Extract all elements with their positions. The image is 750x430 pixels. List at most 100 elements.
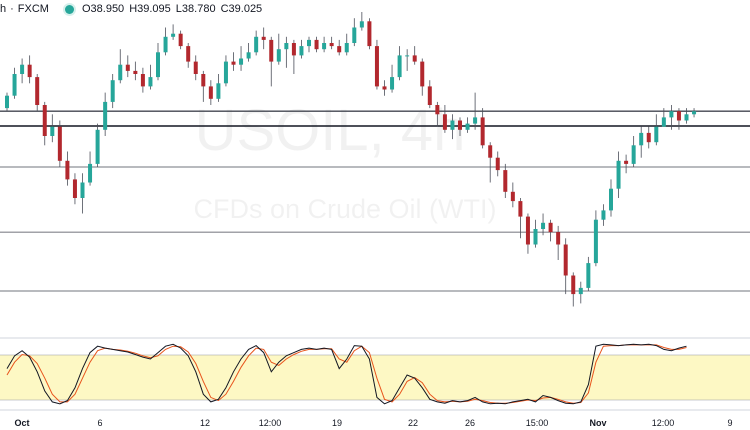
candle bbox=[435, 101, 440, 127]
candle-body bbox=[578, 287, 583, 295]
candle bbox=[586, 256, 591, 291]
candle bbox=[193, 55, 198, 81]
candle-body bbox=[186, 46, 191, 62]
candle bbox=[291, 39, 296, 74]
candle bbox=[533, 219, 538, 248]
candle-body bbox=[269, 39, 274, 62]
candle-body bbox=[156, 52, 160, 78]
low-value: L38.780 bbox=[175, 3, 216, 15]
candle bbox=[201, 70, 206, 102]
candle bbox=[110, 74, 115, 109]
time-axis[interactable]: Oct 6 12 12:00 19 22 26 15:00 Nov 12:00 9 bbox=[14, 418, 732, 428]
candle bbox=[27, 55, 32, 84]
candle-body bbox=[291, 43, 296, 56]
candle bbox=[261, 27, 266, 50]
candle bbox=[239, 46, 244, 71]
candle-body bbox=[646, 132, 651, 143]
candle-body bbox=[639, 132, 644, 146]
candle-body bbox=[261, 36, 266, 40]
candle bbox=[20, 58, 25, 84]
candle bbox=[178, 30, 183, 50]
time-axis-label: 26 bbox=[465, 418, 475, 428]
symbol-name-partial: h bbox=[0, 3, 7, 15]
candle-body bbox=[593, 219, 598, 264]
candle-body bbox=[65, 160, 70, 180]
time-axis-label: 6 bbox=[97, 418, 102, 428]
candle-body bbox=[586, 263, 591, 288]
candle bbox=[216, 74, 221, 102]
candle bbox=[450, 114, 455, 140]
candle bbox=[367, 18, 372, 50]
candle-body bbox=[435, 105, 440, 115]
candle-body bbox=[654, 126, 659, 143]
candle bbox=[65, 151, 70, 186]
stoch-band bbox=[0, 355, 750, 400]
candle bbox=[352, 18, 357, 47]
candle bbox=[140, 67, 145, 93]
candle bbox=[631, 136, 636, 167]
candle bbox=[57, 120, 62, 167]
candle-body bbox=[692, 111, 697, 115]
candle bbox=[420, 58, 425, 96]
candle-body bbox=[480, 117, 485, 146]
candle-body bbox=[374, 46, 379, 87]
candle bbox=[5, 92, 9, 112]
candle-body bbox=[337, 46, 342, 53]
candle bbox=[254, 30, 259, 56]
candle-body bbox=[35, 77, 40, 105]
candle-body bbox=[367, 21, 372, 47]
candle-body bbox=[541, 222, 546, 229]
candle-body bbox=[276, 49, 281, 62]
watermark: USOIL, 4h CFDs on Crude Oil (WTI) bbox=[193, 98, 496, 224]
horizontal-levels[interactable] bbox=[0, 110, 750, 292]
candle-body bbox=[201, 74, 206, 87]
watermark-symbol: USOIL, 4h bbox=[195, 98, 466, 163]
candle-body bbox=[510, 191, 515, 202]
candle-body bbox=[163, 36, 168, 53]
open-value: O38.950 bbox=[81, 3, 125, 15]
candle bbox=[314, 36, 319, 53]
candle-body bbox=[563, 244, 568, 276]
candle-body bbox=[609, 188, 613, 211]
candle bbox=[12, 67, 17, 99]
candle bbox=[458, 117, 462, 136]
candle bbox=[654, 114, 659, 146]
candle-body bbox=[72, 179, 77, 198]
candle-body bbox=[208, 86, 213, 99]
candle-body bbox=[27, 64, 32, 78]
candle bbox=[231, 52, 236, 71]
candle-body bbox=[178, 33, 183, 47]
candle bbox=[163, 27, 168, 56]
candle bbox=[284, 36, 289, 68]
candle-body bbox=[284, 43, 289, 50]
candle bbox=[609, 179, 613, 217]
candle-body bbox=[571, 275, 576, 295]
candle-body bbox=[239, 58, 244, 65]
candle-body bbox=[488, 145, 493, 158]
candle-body bbox=[5, 95, 9, 109]
candle-body bbox=[442, 114, 447, 130]
candle-body bbox=[676, 111, 681, 121]
market-status-icon[interactable] bbox=[64, 4, 74, 14]
candle bbox=[465, 117, 470, 133]
candle bbox=[390, 64, 395, 93]
candle-body bbox=[616, 160, 621, 189]
candle-body bbox=[518, 201, 523, 217]
stoch-k-line bbox=[6, 343, 687, 405]
candle bbox=[269, 36, 274, 87]
candle-body bbox=[254, 36, 259, 53]
candle-body bbox=[148, 77, 153, 87]
candle bbox=[208, 80, 213, 105]
candle-body bbox=[299, 46, 304, 56]
candle bbox=[42, 101, 47, 146]
candle-body bbox=[118, 64, 123, 81]
candle-body bbox=[427, 86, 432, 105]
candle bbox=[601, 204, 606, 226]
time-axis-label: 12:00 bbox=[652, 418, 675, 428]
candle-body bbox=[223, 61, 228, 84]
candle bbox=[50, 114, 55, 143]
candle-body bbox=[382, 86, 387, 90]
candle bbox=[480, 108, 485, 149]
candle-body bbox=[322, 43, 327, 50]
